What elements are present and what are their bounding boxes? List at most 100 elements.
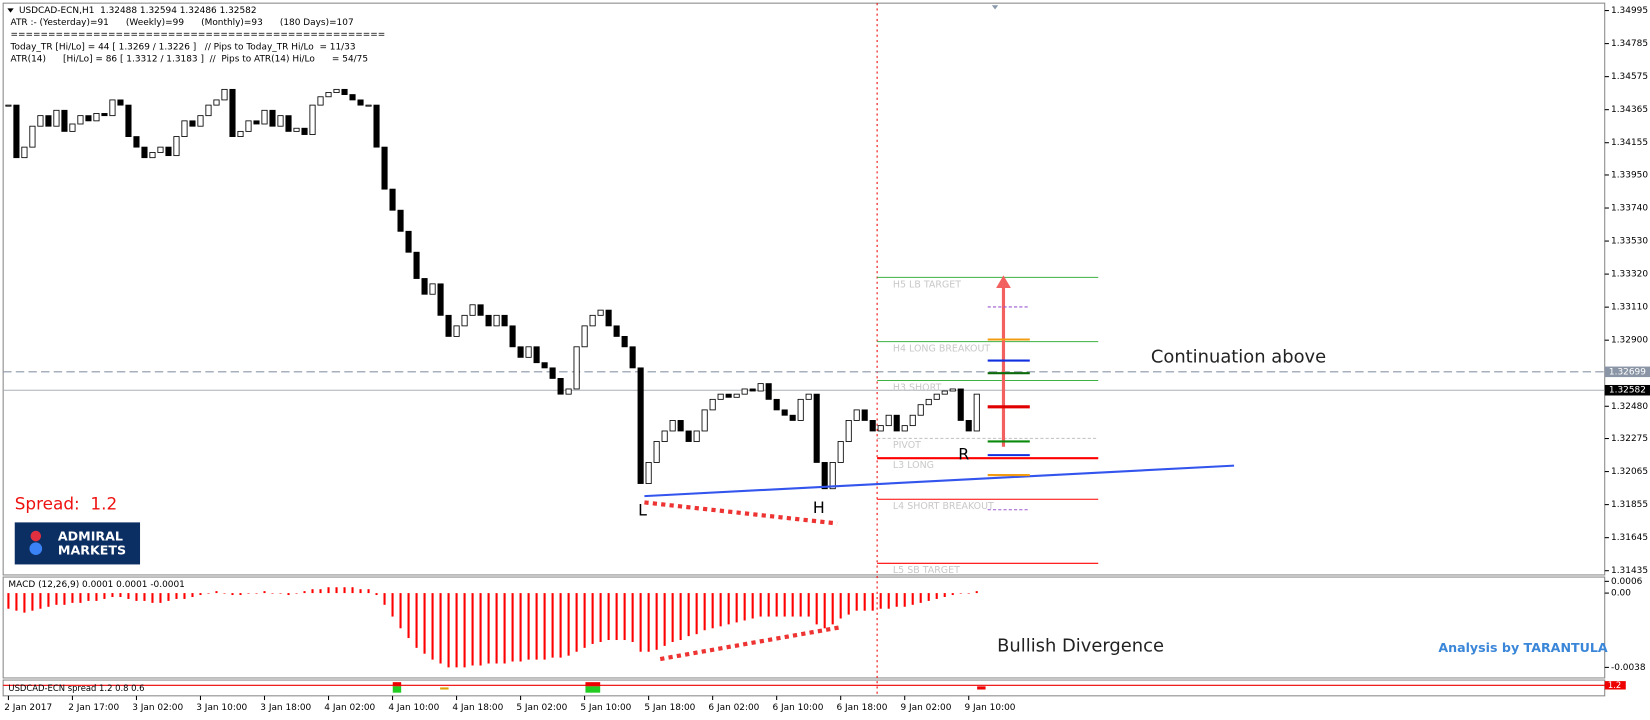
candle bbox=[165, 146, 172, 157]
candle bbox=[661, 430, 668, 442]
spread-block bbox=[392, 682, 402, 687]
macd-tick-label: -0.0038 bbox=[1611, 663, 1646, 673]
candle bbox=[101, 113, 108, 117]
candle bbox=[189, 120, 196, 127]
candle bbox=[597, 309, 604, 316]
candle bbox=[309, 104, 316, 135]
candle bbox=[461, 314, 468, 327]
candle bbox=[413, 251, 420, 279]
y-tick-label: 1.34155 bbox=[1611, 138, 1648, 148]
spread-text: Spread: 1.2 bbox=[15, 494, 117, 514]
candle bbox=[949, 388, 956, 392]
info-line: ATR :- (Yesterday)=91 (Weekly)=99 (Month… bbox=[11, 18, 354, 28]
candle bbox=[549, 367, 556, 379]
candle bbox=[253, 120, 260, 125]
candle bbox=[333, 88, 340, 93]
divergence-text: Bullish Divergence bbox=[997, 635, 1164, 656]
y-tick-label: 1.32480 bbox=[1611, 402, 1648, 412]
spread-value: 1.2 bbox=[1608, 680, 1621, 690]
candle bbox=[821, 462, 828, 490]
y-tick-label: 1.32275 bbox=[1611, 434, 1648, 444]
candle bbox=[813, 393, 820, 463]
candle bbox=[797, 398, 804, 421]
spread-block bbox=[440, 687, 449, 690]
logo-dot bbox=[30, 530, 42, 542]
candle bbox=[701, 409, 708, 432]
candle bbox=[349, 94, 356, 101]
candle bbox=[373, 104, 380, 148]
candle bbox=[869, 420, 876, 432]
candle bbox=[509, 325, 516, 348]
x-tick-label: 6 Jan 02:00 bbox=[708, 703, 759, 713]
credit-text: Analysis by TARANTULA bbox=[1438, 640, 1608, 655]
candle bbox=[669, 420, 676, 432]
pivot-level-label: H3 SHORT bbox=[893, 382, 942, 393]
macd-label: MACD (12,26,9) 0.0001 0.0001 -0.0001 bbox=[8, 580, 184, 590]
candle bbox=[269, 109, 276, 127]
candle bbox=[469, 304, 476, 316]
candle bbox=[109, 99, 116, 117]
candle bbox=[181, 120, 188, 138]
y-tick-label: 1.32900 bbox=[1611, 336, 1648, 346]
candle bbox=[381, 146, 388, 190]
candle bbox=[213, 99, 220, 106]
logo-dot bbox=[29, 542, 43, 555]
x-tick-label: 5 Jan 18:00 bbox=[644, 703, 695, 713]
pattern-label: R bbox=[958, 445, 969, 464]
candle bbox=[973, 393, 980, 432]
candle bbox=[741, 388, 748, 395]
candle bbox=[629, 346, 636, 369]
candle bbox=[493, 314, 500, 327]
logo-text: ADMIRAL bbox=[58, 529, 123, 544]
candle bbox=[789, 414, 796, 421]
candle bbox=[301, 127, 308, 135]
x-tick-label: 6 Jan 10:00 bbox=[772, 703, 823, 713]
y-tick-label: 1.31855 bbox=[1611, 500, 1648, 510]
candle bbox=[21, 146, 28, 159]
candle bbox=[725, 393, 732, 398]
y-tick-label: 1.33950 bbox=[1611, 170, 1648, 180]
candle bbox=[965, 420, 972, 432]
candle bbox=[69, 123, 76, 132]
x-tick-label: 4 Jan 10:00 bbox=[388, 703, 439, 713]
candle bbox=[933, 393, 940, 400]
candle bbox=[125, 104, 132, 138]
y-tick-label: 1.32065 bbox=[1611, 467, 1648, 477]
frame bbox=[2, 2, 1606, 697]
x-tick-label: 5 Jan 02:00 bbox=[516, 703, 567, 713]
y-tick-label: 1.33110 bbox=[1611, 303, 1648, 313]
macd-panel-border bbox=[2, 576, 1606, 679]
candle bbox=[365, 104, 372, 107]
candle bbox=[589, 314, 596, 327]
candle bbox=[197, 115, 204, 127]
neckline bbox=[644, 464, 1235, 498]
x-tick-label: 3 Jan 10:00 bbox=[196, 703, 247, 713]
macd-tick-label: 0.00 bbox=[1611, 589, 1631, 599]
pattern-label: H bbox=[813, 498, 825, 517]
candle bbox=[781, 409, 788, 416]
candle bbox=[5, 104, 12, 107]
logo-text: MARKETS bbox=[58, 542, 126, 557]
macd-divergence-line bbox=[659, 625, 840, 662]
menu-triangle bbox=[7, 8, 14, 13]
candle bbox=[517, 346, 524, 358]
candle bbox=[261, 109, 268, 125]
candle bbox=[909, 414, 916, 427]
continuation-text: Continuation above bbox=[1151, 346, 1326, 367]
y-tick-label: 1.33320 bbox=[1611, 270, 1648, 280]
y-tick-label: 1.34995 bbox=[1611, 6, 1648, 16]
spread-panel-label: USDCAD-ECN spread 1.2 0.8 0.6 bbox=[8, 683, 144, 693]
candle bbox=[317, 96, 324, 106]
candle bbox=[29, 125, 36, 148]
candle bbox=[533, 346, 540, 364]
info-panel: USDCAD-ECN,H1 1.32488 1.32594 1.32486 1.… bbox=[10, 6, 386, 64]
candle bbox=[405, 230, 412, 253]
candle bbox=[13, 104, 20, 159]
x-tick-label: 2 Jan 17:00 bbox=[68, 703, 119, 713]
candle bbox=[397, 209, 404, 232]
candle bbox=[53, 109, 60, 127]
candle bbox=[205, 104, 212, 117]
candle bbox=[829, 462, 836, 490]
spread-block bbox=[585, 686, 601, 693]
candle bbox=[357, 99, 364, 106]
